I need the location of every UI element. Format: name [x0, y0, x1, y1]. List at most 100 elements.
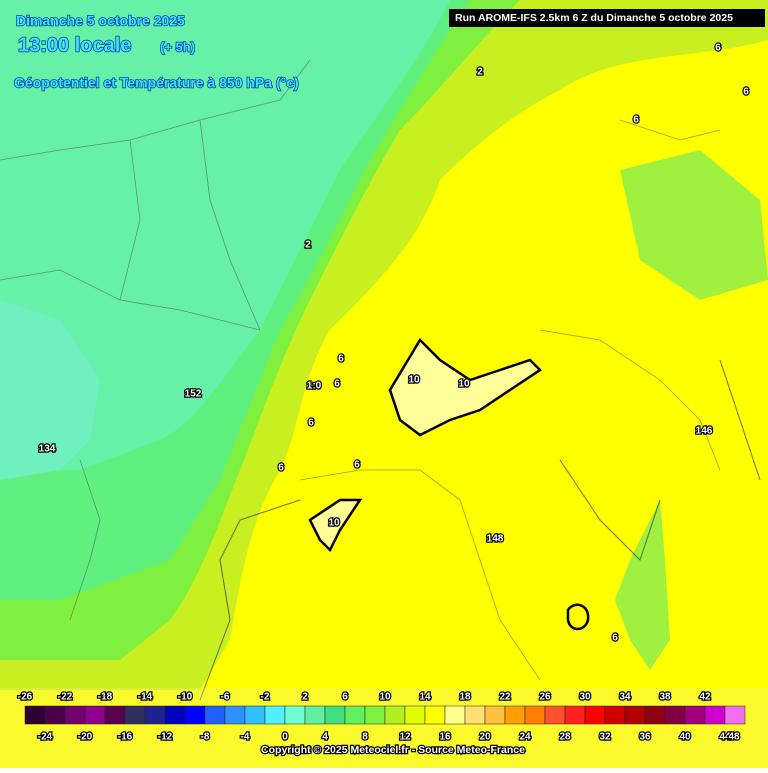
legend-label: 28: [559, 732, 571, 743]
legend-label: -4: [241, 732, 250, 743]
legend-swatch: [584, 705, 606, 725]
legend-swatch: [404, 705, 426, 725]
legend-label: -2: [261, 692, 270, 703]
copyright: Copyright © 2025 Meteociel.fr - Source M…: [261, 744, 525, 756]
contour-label: 6: [715, 43, 721, 54]
legend-label: -24: [38, 732, 53, 743]
legend-label: 2: [302, 692, 308, 703]
legend-swatch: [304, 705, 326, 725]
legend-swatch: [624, 705, 646, 725]
coastlines: [199, 359, 761, 701]
legend-label: 26: [539, 692, 551, 703]
legend-swatch: [484, 705, 506, 725]
warm-zone: [388, 337, 542, 437]
legend-swatch: [224, 705, 246, 725]
contour-label: 6: [338, 354, 344, 365]
legend: -26 -22 -18 -14 -10 -6 -2 2 6 10 14 18 22 26 30 34 38 42-…: [17, 690, 746, 744]
legend-swatch: [324, 705, 346, 725]
legend-label: -6: [221, 692, 230, 703]
legend-swatch: [44, 705, 66, 725]
legend-swatch: [204, 705, 226, 725]
legend-swatch: [444, 705, 466, 725]
legend-swatch: [604, 705, 626, 725]
legend-label: 44: [719, 732, 731, 743]
contour-label: 1:0: [307, 381, 322, 392]
legend-label: 36: [639, 732, 651, 743]
legend-swatch: [684, 705, 706, 725]
legend-label: 38: [659, 692, 671, 703]
legend-swatch: [64, 705, 86, 725]
legend-label: 16: [439, 732, 451, 743]
legend-label: -26: [18, 692, 33, 703]
legend-label: 30: [579, 692, 591, 703]
legend-label: 10: [379, 692, 391, 703]
contour-label: 6: [743, 87, 749, 98]
contour-label: 148: [487, 534, 504, 545]
legend-swatch: [384, 705, 406, 725]
legend-label: 32: [599, 732, 611, 743]
contour-label: 10: [408, 375, 420, 386]
legend-label: 42: [699, 692, 711, 703]
contour: [566, 603, 590, 631]
legend-swatch: [424, 705, 446, 725]
legend-backdrop: [0, 688, 768, 768]
legend-label: -16: [118, 732, 133, 743]
legend-label: 34: [619, 692, 631, 703]
contour-label: 10: [458, 379, 470, 390]
legend-swatch: [564, 705, 586, 725]
contour-label: 152: [185, 389, 202, 400]
legend-label: 20: [479, 732, 491, 743]
legend-label: 14: [419, 692, 431, 703]
contour-label: 2: [477, 67, 483, 78]
cool-zone-2: [0, 300, 100, 480]
legend-label: 24: [519, 732, 531, 743]
legend-label: 18: [459, 692, 471, 703]
legend-swatch: [664, 705, 686, 725]
contour-label: 134: [39, 444, 56, 455]
legend-label: 6: [342, 692, 348, 703]
legend-label: 22: [499, 692, 511, 703]
offset: (+ 5h): [160, 39, 195, 54]
legend-swatch: [364, 705, 386, 725]
legend-label: -18: [98, 692, 113, 703]
contour-label: 2: [305, 240, 311, 251]
field-title: Géopotentiel et Température à 850 hPa (°…: [14, 75, 299, 91]
legend-label: -22: [58, 692, 73, 703]
legend-swatch: [104, 705, 126, 725]
legend-swatch: [344, 705, 366, 725]
island: [615, 500, 670, 670]
legend-label: -20: [78, 732, 93, 743]
warm-zone-2: [308, 498, 363, 553]
legend-swatch: [544, 705, 566, 725]
run-info: Run AROME-IFS 2.5km 6 Z du Dimanche 5 oc…: [455, 12, 733, 24]
legend-swatch: [644, 705, 666, 725]
legend-swatch: [464, 705, 486, 725]
contour-label: 6: [308, 418, 314, 429]
contour-label: 6: [278, 463, 284, 474]
legend-label: 4: [322, 732, 328, 743]
contour-label: 6: [633, 115, 639, 126]
contour-label: 146: [696, 426, 713, 437]
legend-label: 40: [679, 732, 691, 743]
legend-label: -10: [178, 692, 193, 703]
legend-swatch: [124, 705, 146, 725]
contour-label: 6: [612, 633, 618, 644]
contour-label: 6: [354, 460, 360, 471]
legend-swatch: [164, 705, 186, 725]
legend-label: -12: [158, 732, 173, 743]
legend-swatch: [144, 705, 166, 725]
contour-label: 6: [334, 379, 340, 390]
legend-swatch: [284, 705, 306, 725]
legend-label: -8: [201, 732, 210, 743]
cool-zone: [0, 0, 450, 470]
contour-label: 10: [328, 518, 340, 529]
legend-label: 0: [282, 732, 288, 743]
run-box: [449, 9, 765, 27]
legend-swatch: [244, 705, 266, 725]
legend-swatch: [524, 705, 546, 725]
legend-label: 48: [728, 732, 740, 743]
time-title: 13:00 locale: [18, 34, 131, 56]
legend-swatch: [84, 705, 106, 725]
legend-swatch: [504, 705, 526, 725]
